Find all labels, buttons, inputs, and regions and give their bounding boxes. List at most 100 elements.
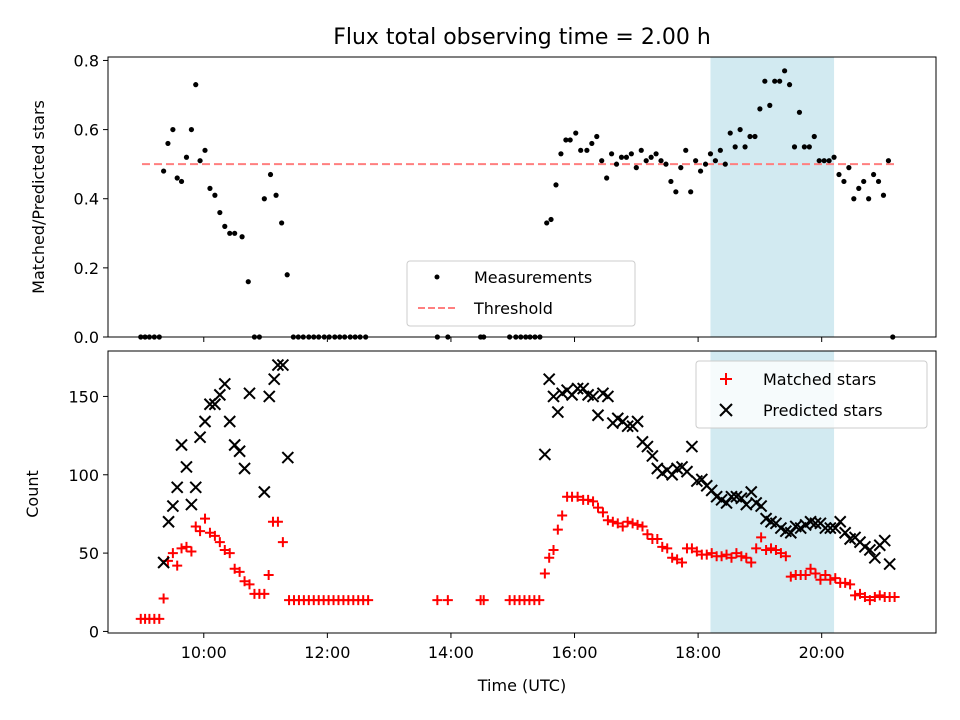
predicted-stars-point [883, 557, 896, 571]
predicted-stars-point [189, 481, 202, 494]
legend-matched-marker [720, 373, 732, 385]
matched-stars-point [195, 526, 206, 537]
measurements-point [188, 126, 195, 133]
predicted-stars-point [571, 382, 584, 395]
predicted-stars-point [538, 448, 552, 461]
measurements-point [553, 182, 559, 188]
matched-stars-point [840, 577, 851, 588]
measurements-point [757, 106, 763, 112]
predicted-stars-point [268, 372, 281, 386]
matched-stars-point [830, 573, 841, 584]
measurements-point [658, 158, 664, 164]
matched-stars-point [751, 543, 762, 554]
matched-stars-point [539, 568, 550, 579]
matched-stars-point [224, 548, 235, 559]
flux-ratio-y-tick-label: 0.6 [74, 121, 99, 140]
measurements-point [573, 130, 579, 136]
measurements-point [584, 147, 590, 153]
measurements-point [161, 168, 167, 174]
predicted-stars-point [868, 551, 882, 565]
measurements-point [227, 230, 233, 236]
matched-stars-point [726, 552, 737, 563]
matched-stars-point [597, 507, 608, 518]
measurements-point [170, 126, 176, 133]
predicted-stars-point [208, 398, 222, 411]
matched-stars-point [617, 521, 628, 532]
measurements-point [816, 158, 822, 164]
measurements-point [742, 144, 748, 150]
measurements-point [604, 175, 610, 181]
measurements-point [273, 192, 279, 198]
flux-ratio-y-tick-label: 0.2 [74, 259, 99, 278]
measurements-point [673, 189, 679, 195]
matched-stars-point [154, 613, 165, 624]
measurements-point [856, 185, 862, 191]
predicted-stars-point [641, 440, 654, 453]
matched-stars-point [552, 524, 563, 535]
predicted-stars-point [754, 499, 768, 513]
matched-stars-point [534, 595, 545, 606]
x-tick-label: 16:00 [551, 643, 597, 662]
matched-stars-point [825, 574, 836, 585]
matched-stars-point [186, 546, 197, 557]
matched-stars-point [815, 574, 826, 585]
matched-stars-point [810, 568, 821, 579]
predicted-stars-point [824, 521, 837, 535]
matched-stars-point [572, 491, 583, 502]
matched-stars-point [761, 544, 772, 555]
measurements-point [821, 158, 827, 164]
matched-stars-point [869, 591, 880, 602]
measurements-point [643, 158, 649, 164]
measurements-point [707, 151, 714, 157]
measurements-point [544, 220, 550, 226]
measurements-point [197, 158, 203, 164]
measurements-point [801, 144, 807, 150]
predicted-stars-point [646, 449, 659, 463]
matched-stars-point [259, 588, 270, 599]
predicted-stars-point [878, 534, 891, 547]
matched-stars-point [557, 510, 568, 521]
predicted-stars-point [685, 440, 699, 453]
measurements-point [628, 151, 634, 157]
measurements-point [663, 161, 669, 167]
predicted-stars-point [809, 517, 822, 530]
predicted-stars-point [243, 387, 256, 400]
matched-stars-point [716, 551, 727, 562]
measurements-point [786, 82, 793, 88]
measurements-point [806, 144, 812, 150]
measurements-point [851, 196, 857, 202]
predicted-stars-point [162, 515, 175, 528]
predicted-stars-point [542, 372, 556, 386]
measurements-point [791, 144, 798, 150]
measurements-point [178, 178, 185, 185]
measurements-point [767, 102, 773, 108]
x-tick-label: 14:00 [428, 643, 474, 662]
measurements-point [212, 192, 218, 198]
flux-ratio-y-tick-label: 0.8 [74, 51, 99, 70]
predicted-stars-point [601, 390, 615, 403]
matched-stars-point [209, 530, 220, 541]
measurements-point [618, 154, 625, 160]
predicted-stars-point [258, 485, 271, 499]
predicted-stars-point [218, 377, 231, 391]
measurements-point [826, 158, 832, 164]
measurements-point [717, 147, 723, 153]
measurements-point [222, 223, 228, 229]
measurements-point [702, 161, 709, 167]
measurements-point [772, 78, 778, 84]
predicted-stars-point [198, 415, 212, 428]
flux-ratio-y-axis-label: Matched/Predicted stars [29, 100, 48, 294]
star-count-legend: Matched stars Predicted stars [695, 360, 928, 429]
legend-predicted-marker [719, 403, 733, 417]
matched-stars-point [845, 579, 856, 590]
measurements-point [861, 178, 867, 185]
legend-measurements-label: Measurements [474, 268, 592, 287]
star-count-y-tick-label: 150 [68, 387, 99, 406]
x-tick-label: 12:00 [304, 643, 350, 662]
matched-stars-point [588, 496, 599, 507]
measurements-point [752, 133, 758, 140]
measurements-point [732, 144, 738, 150]
matched-stars-point [741, 552, 752, 563]
matched-stars-point [657, 541, 668, 552]
x-axis-label: Time (UTC) [477, 676, 566, 695]
